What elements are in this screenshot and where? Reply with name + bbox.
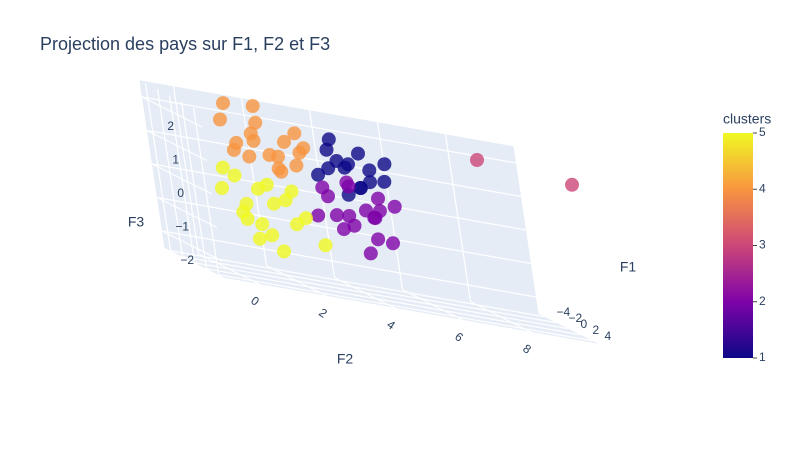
grid-line — [470, 301, 531, 333]
z-axis-title: F3 — [128, 214, 145, 230]
grid-line — [170, 250, 545, 318]
point — [387, 199, 402, 214]
point — [265, 228, 280, 243]
point — [216, 96, 230, 111]
point — [377, 157, 392, 172]
point — [318, 238, 333, 253]
grid-line — [156, 196, 218, 229]
chart-title: Projection des pays sur F1, F2 et F3 — [40, 34, 330, 54]
x-tick-label: 0 — [581, 317, 588, 331]
point — [351, 146, 365, 161]
y-tick-label: 0 — [248, 293, 262, 308]
x-tick-label: −4 — [557, 305, 571, 319]
point — [245, 99, 260, 114]
point — [341, 157, 355, 172]
point — [248, 115, 263, 130]
point — [255, 217, 270, 232]
point — [371, 232, 386, 247]
grid-line — [141, 96, 517, 164]
point — [215, 181, 229, 195]
point — [242, 149, 257, 164]
x-tick-label: −2 — [569, 311, 583, 325]
z-tick-label: −2 — [180, 253, 194, 267]
point — [363, 246, 378, 261]
point — [329, 153, 344, 168]
x-axis-title: F1 — [620, 259, 637, 275]
grid-line — [151, 163, 527, 231]
grid-line — [206, 268, 581, 336]
grid-line — [161, 230, 537, 298]
point — [362, 163, 377, 178]
point — [329, 208, 344, 223]
colorbar-tick-label: 2 — [759, 294, 766, 308]
point — [311, 167, 326, 182]
point — [290, 217, 304, 232]
point — [236, 204, 251, 219]
point — [315, 180, 330, 195]
point — [253, 231, 267, 246]
point — [339, 175, 354, 190]
colorbar-tick-label: 4 — [759, 181, 766, 195]
colorbar-title: clusters — [723, 111, 771, 127]
point — [229, 135, 244, 150]
point — [377, 174, 392, 189]
point — [277, 134, 291, 149]
point — [353, 181, 368, 195]
grid-line — [146, 129, 208, 162]
point — [271, 161, 286, 176]
point — [227, 168, 242, 183]
grid-line — [198, 253, 259, 285]
grid-line — [402, 289, 463, 321]
grid-line — [218, 274, 593, 342]
point — [470, 153, 484, 167]
point — [289, 158, 304, 173]
grid-line — [141, 96, 203, 128]
point — [259, 177, 274, 192]
point — [277, 244, 291, 259]
x-tick-label: 2 — [593, 323, 600, 337]
point — [565, 177, 579, 192]
colorbar-tick-label: 1 — [759, 350, 766, 364]
point — [367, 210, 382, 225]
point — [215, 160, 230, 175]
z-tick-label: −1 — [175, 220, 189, 234]
grid-line — [266, 265, 327, 297]
colorbar — [723, 133, 753, 358]
z-tick-label: 0 — [177, 186, 184, 200]
point — [337, 222, 351, 237]
colorbar-tick-label: 3 — [759, 238, 766, 252]
point — [243, 126, 258, 141]
grid-line — [151, 163, 213, 195]
grid-line — [182, 256, 557, 324]
point — [267, 196, 281, 211]
point — [311, 208, 326, 223]
y-tick-label: 2 — [316, 305, 330, 320]
colorbar-tick-label: 5 — [759, 125, 766, 139]
y-tick-label: 6 — [452, 329, 466, 344]
point — [371, 191, 385, 206]
point — [319, 142, 334, 157]
y-tick-label: 8 — [520, 341, 534, 356]
grid-line — [194, 262, 569, 330]
point — [342, 209, 357, 223]
grid-line — [334, 277, 395, 309]
point — [386, 236, 400, 251]
point — [262, 147, 277, 162]
point — [287, 126, 302, 141]
y-axis-title: F2 — [337, 351, 354, 367]
z-tick-label: 1 — [172, 153, 179, 167]
point — [213, 112, 227, 127]
y-tick-label: 4 — [384, 317, 398, 332]
grid-line — [161, 230, 223, 262]
x-tick-label: 4 — [605, 329, 612, 343]
z-tick-label: 2 — [167, 119, 174, 133]
point — [278, 193, 293, 208]
point — [292, 145, 307, 160]
